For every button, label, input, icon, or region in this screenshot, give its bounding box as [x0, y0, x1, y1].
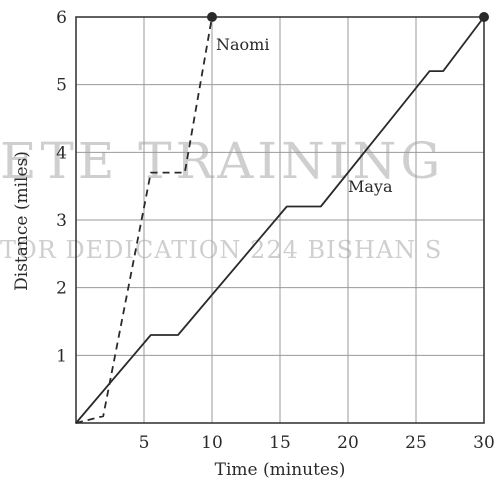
- x-axis-title: Time (minutes): [215, 460, 346, 480]
- endpoint-marker-maya: [479, 12, 489, 22]
- y-tick-label: 6: [56, 8, 67, 28]
- y-axis-title: Distance (miles): [12, 151, 32, 291]
- x-tick-label: 30: [473, 433, 495, 453]
- x-tick-label: 5: [139, 433, 150, 453]
- x-tick-label: 10: [201, 433, 223, 453]
- grid: [75, 16, 485, 424]
- x-tick-label: 25: [405, 433, 427, 453]
- plot-frame: [75, 16, 485, 424]
- y-tick-label: 3: [56, 211, 67, 231]
- y-tick-label: 4: [56, 143, 67, 163]
- series-label-maya: Maya: [348, 177, 393, 196]
- x-tick-label: 15: [269, 433, 291, 453]
- watermark: ETE TRAINING TOR DEDICATION 224 BISHAN S: [0, 132, 444, 264]
- series-lines: Naomi Maya: [75, 12, 489, 424]
- y-tick-label: 5: [56, 76, 67, 96]
- tick-labels: 5 10 15 20 25 30 1 2 3 4 5 6: [56, 8, 495, 453]
- series-line-naomi: [75, 16, 213, 424]
- endpoint-marker-naomi: [207, 12, 217, 22]
- x-tick-label: 20: [337, 433, 359, 453]
- watermark-line-1: ETE TRAINING: [0, 132, 444, 190]
- series-line-maya: [75, 16, 485, 424]
- y-tick-label: 2: [56, 279, 67, 299]
- series-label-naomi: Naomi: [216, 35, 269, 54]
- y-tick-label: 1: [56, 346, 67, 366]
- watermark-line-2: TOR DEDICATION 224 BISHAN S: [0, 236, 442, 264]
